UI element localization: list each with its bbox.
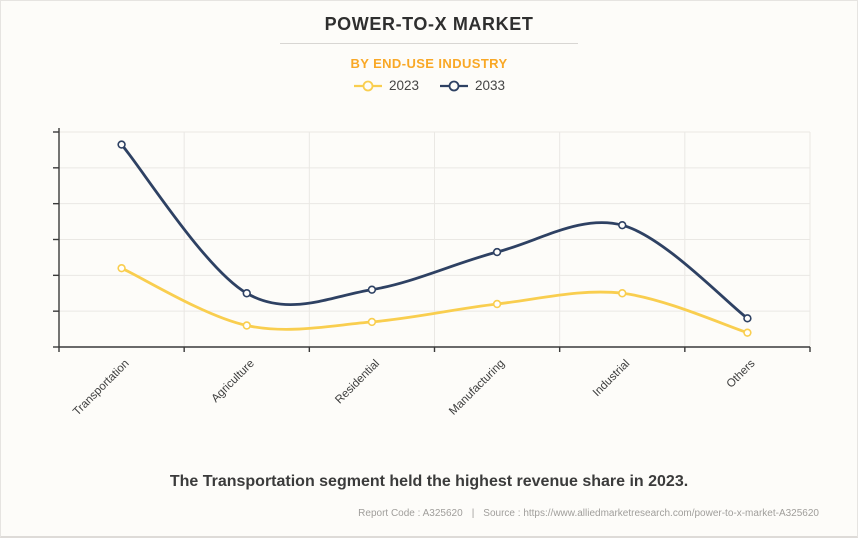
chart-caption: The Transportation segment held the high…	[169, 473, 689, 490]
footer: Report Code : A325620 | Source : https:/…	[358, 508, 819, 519]
data-point-2033	[117, 140, 126, 149]
data-point-2023	[367, 317, 377, 327]
data-point-2033	[743, 314, 752, 323]
legend-item-2033: 2033	[439, 78, 505, 93]
x-axis-label-others: Others	[725, 357, 758, 390]
series-2033-line	[120, 143, 749, 320]
series-2023-line	[120, 266, 749, 335]
legend-marker-2023-icon	[353, 80, 382, 91]
data-point-2033	[367, 285, 377, 294]
x-axis-label-residential: Residential	[333, 358, 382, 407]
legend: 2023 2033	[1, 78, 857, 93]
data-point-2033	[618, 220, 627, 230]
data-point-2023	[618, 289, 627, 298]
data-point-2023	[242, 321, 251, 330]
data-point-2023	[743, 328, 752, 337]
x-axis-label-manufacturing: Manufacturing	[447, 358, 507, 418]
x-axis-label-transportation: Transportation	[71, 358, 132, 419]
legend-label-2033: 2033	[475, 78, 506, 93]
x-axis-label-industrial: Industrial	[591, 358, 632, 399]
chart-subtitle: BY END-USE INDUSTRY	[350, 56, 508, 71]
legend-marker-2033-icon	[440, 80, 468, 91]
axes	[53, 128, 811, 352]
chart-title: POWER-TO-X MARKET	[324, 14, 534, 34]
report-code: Report Code : A325620	[358, 508, 463, 519]
legend-label-2023: 2023	[388, 78, 419, 93]
line-chart: Transportation Agriculture Residential Manu…	[53, 128, 811, 418]
gridlines	[59, 131, 811, 347]
series-2033	[117, 140, 752, 323]
title-divider	[280, 43, 578, 44]
x-axis-labels: Transportation Agriculture Residential Manu…	[71, 357, 758, 418]
data-point-2033	[492, 247, 502, 257]
footer-separator: |	[471, 508, 475, 519]
series-2023	[117, 263, 752, 337]
legend-item-2023: 2023	[353, 78, 419, 93]
data-point-2023	[117, 263, 126, 273]
data-point-2023	[492, 299, 502, 309]
data-point-2033	[242, 289, 251, 298]
source-url: Source : https://www.alliedmarketresearc…	[483, 508, 819, 519]
x-axis-label-agriculture: Agriculture	[210, 358, 257, 405]
chart-header: POWER-TO-X MARKET BY END-USE INDUSTRY 20…	[1, 1, 857, 93]
